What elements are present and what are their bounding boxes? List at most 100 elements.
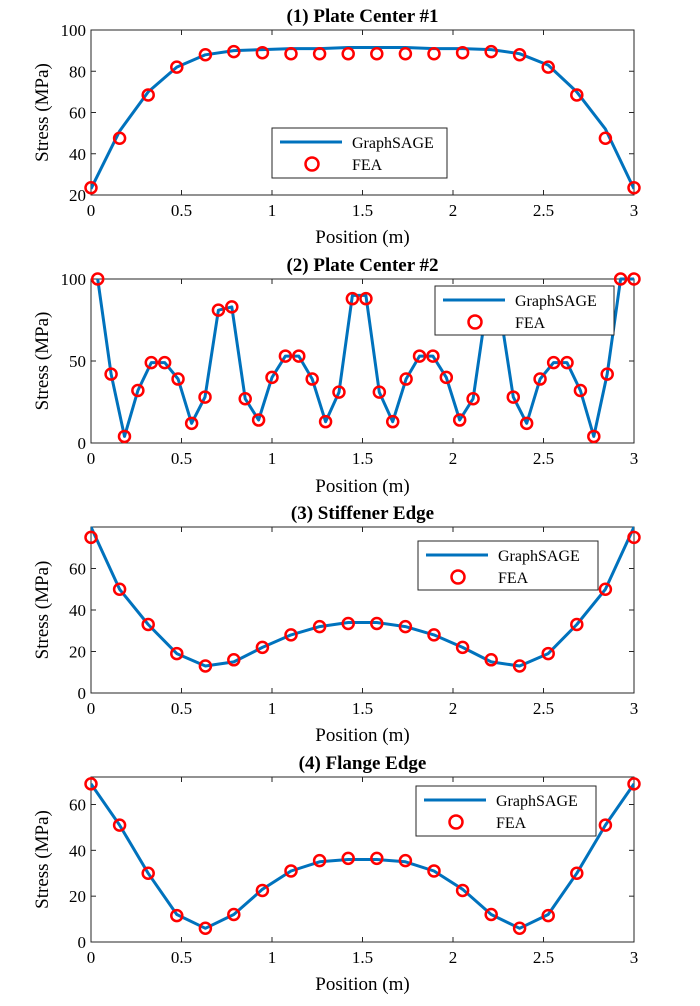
x-tick-label: 2.5: [533, 948, 554, 967]
legend-box: [415, 785, 597, 837]
y-tick-label: 60: [69, 560, 86, 579]
data-point-fea: [546, 355, 561, 370]
data-point-fea: [455, 45, 470, 60]
data-point-fea: [370, 46, 384, 61]
data-point-fea: [112, 818, 127, 832]
x-tick-label: 1: [268, 948, 277, 967]
x-tick-label: 2: [449, 948, 458, 967]
y-tick-label: 0: [78, 434, 87, 453]
data-point-fea: [312, 619, 327, 634]
x-tick-label: 1: [268, 201, 277, 220]
x-tick-label: 3: [630, 449, 639, 468]
data-point-fea: [541, 60, 555, 74]
data-point-fea: [284, 46, 298, 61]
data-point-fea: [170, 646, 184, 661]
data-point-fea: [227, 44, 241, 59]
data-point-fea: [587, 429, 601, 444]
data-point-fea: [627, 181, 641, 195]
legend-box: [434, 285, 615, 336]
x-tick-label: 0.5: [171, 699, 192, 718]
data-point-fea: [484, 907, 498, 922]
chart-title: (1) Plate Center #1: [286, 6, 438, 27]
legend-label: GraphSAGE: [352, 135, 434, 152]
x-tick-label: 0.5: [171, 948, 192, 967]
y-tick-label: 50: [69, 352, 86, 371]
data-point-fea: [512, 659, 527, 673]
data-point-fea: [385, 414, 400, 429]
y-axis-label: Stress (MPa): [32, 810, 53, 909]
data-point-fea: [255, 45, 270, 60]
series-line-graphsage: [96, 277, 634, 438]
data-point-fea: [171, 372, 185, 386]
data-point-fea: [157, 355, 172, 370]
data-point-fea: [238, 391, 252, 406]
legend-label: GraphSAGE: [515, 293, 597, 310]
data-point-fea: [613, 272, 628, 286]
data-point-fea: [318, 414, 333, 429]
data-point-fea: [570, 866, 584, 880]
data-point-fea: [439, 370, 454, 385]
data-point-fea: [560, 355, 574, 370]
legend-marker-swatch: [448, 814, 464, 830]
y-tick-label: 60: [69, 104, 86, 123]
data-point-fea: [398, 853, 413, 868]
x-tick-label: 2.5: [533, 449, 554, 468]
chart-panel-2: 0 0.5 1 1.5 2 2.5 3 0 50 100 (2) Plate Center #2 Po…: [32, 255, 641, 497]
data-point-fea: [341, 616, 355, 631]
y-tick-label: 40: [69, 601, 86, 620]
x-tick-label: 2: [449, 699, 458, 718]
data-point-fea: [251, 413, 266, 427]
data-point-fea: [533, 372, 547, 386]
data-point-fea: [598, 818, 613, 832]
y-tick-label: 60: [69, 796, 86, 815]
data-point-fea: [227, 653, 241, 667]
data-point-fea: [341, 46, 355, 61]
data-point-fea: [427, 628, 441, 642]
x-tick-label: 1.5: [352, 699, 373, 718]
data-point-fea: [519, 416, 534, 431]
x-tick-label: 2: [449, 201, 458, 220]
y-tick-label: 20: [69, 186, 86, 205]
data-point-fea: [455, 883, 470, 898]
legend-label: FEA: [352, 157, 383, 174]
data-point-fea: [198, 921, 213, 935]
data-point-fea: [506, 390, 521, 404]
data-point-fea: [227, 907, 241, 922]
data-point-fea: [198, 390, 212, 404]
data-point-fea: [372, 385, 387, 399]
data-point-fea: [484, 44, 498, 59]
chart-title: (2) Plate Center #2: [286, 255, 438, 276]
data-point-fea: [144, 355, 159, 370]
y-axis-label: Stress (MPa): [32, 63, 53, 162]
data-point-fea: [284, 628, 298, 642]
data-point-fea: [112, 131, 127, 146]
legend-box: [417, 540, 599, 591]
data-point-fea: [255, 640, 270, 655]
data-point-fea: [198, 659, 213, 673]
data-point-fea: [426, 349, 440, 363]
x-tick-label: 1: [268, 699, 277, 718]
data-point-fea: [398, 46, 413, 61]
data-point-fea: [512, 921, 527, 935]
data-point-fea: [305, 372, 319, 386]
legend: GraphSAGE FEA: [415, 785, 597, 837]
legend-label: FEA: [515, 315, 546, 332]
data-point-fea: [398, 619, 413, 634]
legend-marker-swatch: [304, 156, 320, 172]
data-point-fea: [345, 291, 360, 306]
chart-title: (4) Flange Edge: [299, 753, 427, 774]
x-axis-label: Position (m): [315, 476, 409, 497]
y-axis-label: Stress (MPa): [32, 312, 53, 411]
chart-panel-4: 0 0.5 1 1.5 2 2.5 3 0 20 40 60 (4) Flange Edge Posit…: [32, 753, 641, 995]
data-point-fea: [84, 777, 98, 791]
data-point-fea: [598, 131, 613, 146]
data-point-fea: [104, 367, 118, 381]
y-tick-label: 20: [69, 887, 86, 906]
x-tick-label: 2.5: [533, 201, 554, 220]
x-tick-label: 0: [87, 449, 96, 468]
legend-label: FEA: [498, 570, 529, 587]
data-point-fea: [141, 617, 155, 632]
data-point-fea: [90, 272, 105, 286]
data-point-fea: [570, 617, 584, 632]
